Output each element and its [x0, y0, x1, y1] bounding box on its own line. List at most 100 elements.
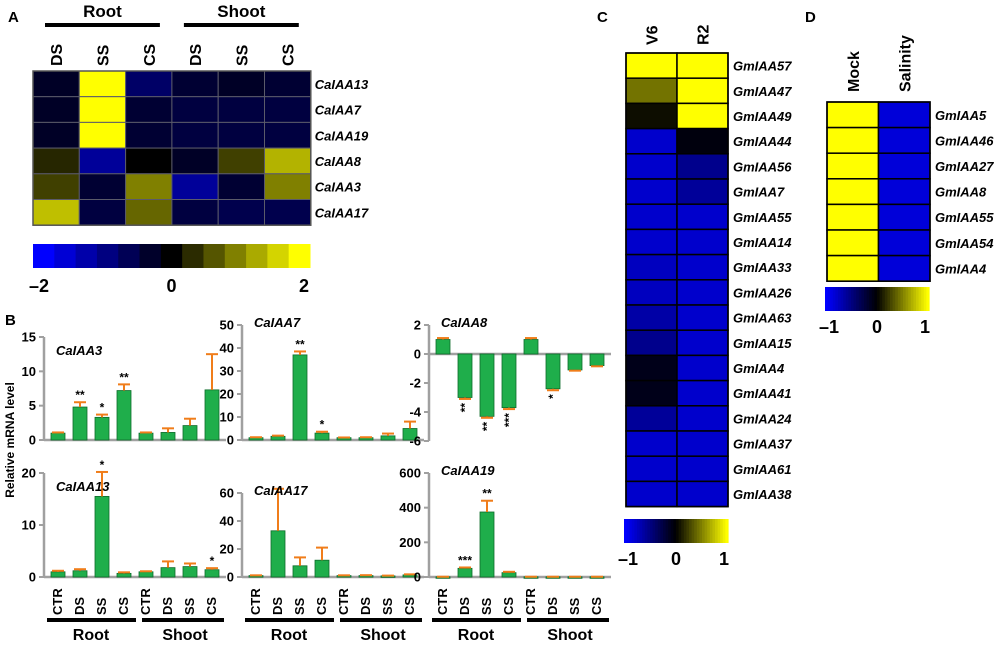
x-category-label: DS [270, 597, 285, 615]
heatmap-cell [171, 70, 219, 98]
color-scale-step [897, 287, 901, 311]
color-scale-step [647, 519, 651, 543]
x-category-label: CS [589, 597, 604, 615]
y-tick-label: 10 [22, 518, 36, 533]
heatmap-cell [877, 229, 931, 257]
heatmap-cell [676, 203, 729, 231]
color-scale-step [673, 519, 677, 543]
heatmap-cell [676, 127, 729, 155]
heatmap-cell [625, 127, 678, 155]
heatmap-cell [171, 147, 219, 175]
y-tick-label: 20 [22, 466, 36, 481]
color-scale-step [848, 287, 852, 311]
row-label-gmiaa37: GmIAA37 [733, 437, 792, 452]
y-tick-label: 0 [227, 570, 234, 585]
color-scale-step [825, 287, 829, 311]
color-scale-step [637, 519, 641, 543]
bar [479, 353, 495, 417]
color-scale-step [843, 287, 847, 311]
color-scale-step [182, 244, 204, 268]
bar [50, 432, 66, 441]
significance-label: ** [75, 388, 85, 402]
heatmap-cell [78, 121, 127, 149]
y-tick-label: 600 [399, 466, 421, 481]
row-label-caiaa8: CaIAA8 [315, 154, 362, 169]
heatmap-cell [676, 253, 729, 281]
bar [314, 432, 330, 441]
color-scale-step [874, 287, 878, 311]
color-scale-step [139, 244, 162, 268]
heatmap-cell [32, 121, 80, 149]
color-scale-step [699, 519, 703, 543]
heatmap-cell [32, 96, 80, 123]
significance-label: ** [480, 421, 494, 431]
y-tick-label: 200 [399, 535, 421, 550]
row-label-gmiaa15: GmIAA15 [733, 336, 792, 351]
heatmap-cell [625, 480, 678, 508]
heatmap-cell [676, 430, 729, 457]
row-label-gmiaa55: GmIAA55 [935, 210, 994, 225]
color-scale-step [75, 244, 98, 268]
bar [292, 565, 308, 578]
color-scale-step [624, 519, 628, 543]
color-scale-step [869, 287, 873, 311]
row-label-gmiaa27: GmIAA27 [935, 159, 994, 174]
color-scale-step [720, 519, 724, 543]
heatmap-cell [78, 173, 127, 201]
x-category-label: CS [204, 597, 219, 615]
heatmap-cell [676, 153, 729, 180]
heatmap-cell [676, 77, 729, 105]
subplot-title: CaIAA8 [441, 315, 488, 330]
color-scale-step [838, 287, 842, 311]
color-scale-step [691, 519, 695, 543]
panel-label-b: B [5, 312, 16, 329]
bar [501, 572, 517, 578]
color-scale-step [709, 519, 713, 543]
y-tick-label: 50 [220, 318, 234, 333]
bar [50, 571, 66, 578]
column-label-r2: R2 [696, 24, 713, 45]
color-scale-tick: 1 [920, 317, 930, 337]
y-tick-label: 30 [220, 364, 234, 379]
heatmap-cell [826, 152, 880, 180]
panel-d-heatmap: D Mock Salinity GmIAA5 GmIAA46 GmIAA27 GmIAA8 G… [805, 9, 994, 337]
color-scale-step [681, 519, 685, 543]
color-scale-step [54, 244, 77, 268]
bar [204, 569, 220, 578]
y-tick-label: -2 [409, 376, 421, 391]
color-scale-step [696, 519, 700, 543]
row-label-gmiaa54: GmIAA54 [935, 236, 994, 251]
significance-label: ** [295, 337, 305, 351]
y-tick-label: 0 [414, 570, 421, 585]
column-label-cs: CS [281, 43, 298, 66]
significance-label: ** [119, 370, 129, 384]
x-category-label: SS [292, 597, 307, 615]
subplot-title: CaIAA3 [56, 343, 103, 358]
color-scale-step [689, 519, 693, 543]
significance-label: *** [458, 553, 472, 567]
heatmap-border [32, 70, 312, 226]
x-category-label: CTR [336, 588, 351, 615]
color-scale-step [908, 287, 912, 311]
heatmap-cell [877, 203, 931, 231]
heatmap-cell [625, 304, 678, 331]
color-scale-step [246, 244, 268, 268]
heatmap-cell [826, 101, 880, 129]
color-scale-step [866, 287, 870, 311]
row-label-gmiaa44: GmIAA44 [733, 134, 792, 149]
row-label-caiaa3: CaIAA3 [315, 180, 362, 195]
heatmap-cell [877, 101, 931, 129]
heatmap-cell [826, 229, 880, 257]
color-scale-step [694, 519, 698, 543]
color-scale-step [916, 287, 920, 311]
heatmap-cell [78, 199, 127, 226]
y-tick-label: 5 [29, 398, 36, 413]
color-scale-tick: –2 [29, 276, 49, 296]
color-scale-step [853, 287, 857, 311]
heatmap-cell [826, 254, 880, 282]
heatmap-cell [625, 228, 678, 256]
heatmap-cell [125, 173, 173, 201]
color-scale-step [639, 519, 643, 543]
color-scale-step [879, 287, 883, 311]
x-category-label: CS [501, 597, 516, 615]
